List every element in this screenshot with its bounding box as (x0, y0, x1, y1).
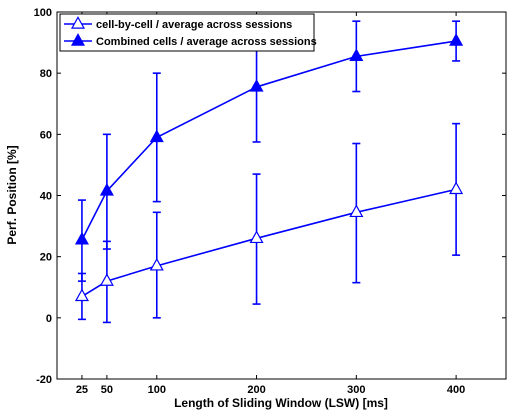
x-tick-label: 400 (447, 384, 465, 396)
y-axis-title: Perf. Position [%] (5, 145, 19, 244)
series-1 (74, 122, 464, 324)
series-line (81, 40, 457, 241)
data-point (249, 230, 264, 244)
y-tick-label: 60 (40, 129, 52, 141)
x-tick-label: 200 (247, 384, 265, 396)
x-tick-label: 25 (76, 384, 88, 396)
y-tick-label: 20 (40, 252, 52, 264)
x-axis-title: Length of Sliding Window (LSW) [ms] (174, 396, 388, 410)
y-tick-label: 80 (40, 68, 52, 80)
y-tick-label: -20 (36, 374, 52, 386)
data-point (449, 181, 464, 195)
data-point (74, 231, 89, 245)
legend: cell-by-cell / average across sessions Co… (59, 13, 317, 52)
data-point (149, 257, 164, 271)
y-tick-label: 0 (46, 313, 52, 325)
data-point (449, 33, 464, 46)
y-tick-label: 40 (40, 191, 52, 203)
data-point (349, 48, 364, 62)
legend-label: cell-by-cell / average across sessions (96, 19, 292, 31)
data-point (349, 204, 364, 218)
data-point (99, 182, 114, 196)
legend-marker (70, 16, 86, 29)
x-tick-label: 300 (347, 384, 365, 396)
legend-marker (70, 33, 86, 46)
legend-label: Combined cells / average across sessions (96, 36, 317, 48)
x-tick-label: 50 (101, 384, 113, 396)
series-2 (74, 20, 464, 282)
data-point (99, 273, 114, 286)
legend-entry-2: Combined cells / average across sessions (64, 33, 317, 48)
data-point (149, 129, 164, 143)
data-point (249, 78, 264, 92)
x-tick-label: 100 (148, 384, 166, 396)
legend-entry-1: cell-by-cell / average across sessions (64, 16, 292, 31)
legend-box (59, 13, 315, 52)
y-tick-label: 100 (34, 7, 52, 19)
data-point (74, 288, 89, 302)
